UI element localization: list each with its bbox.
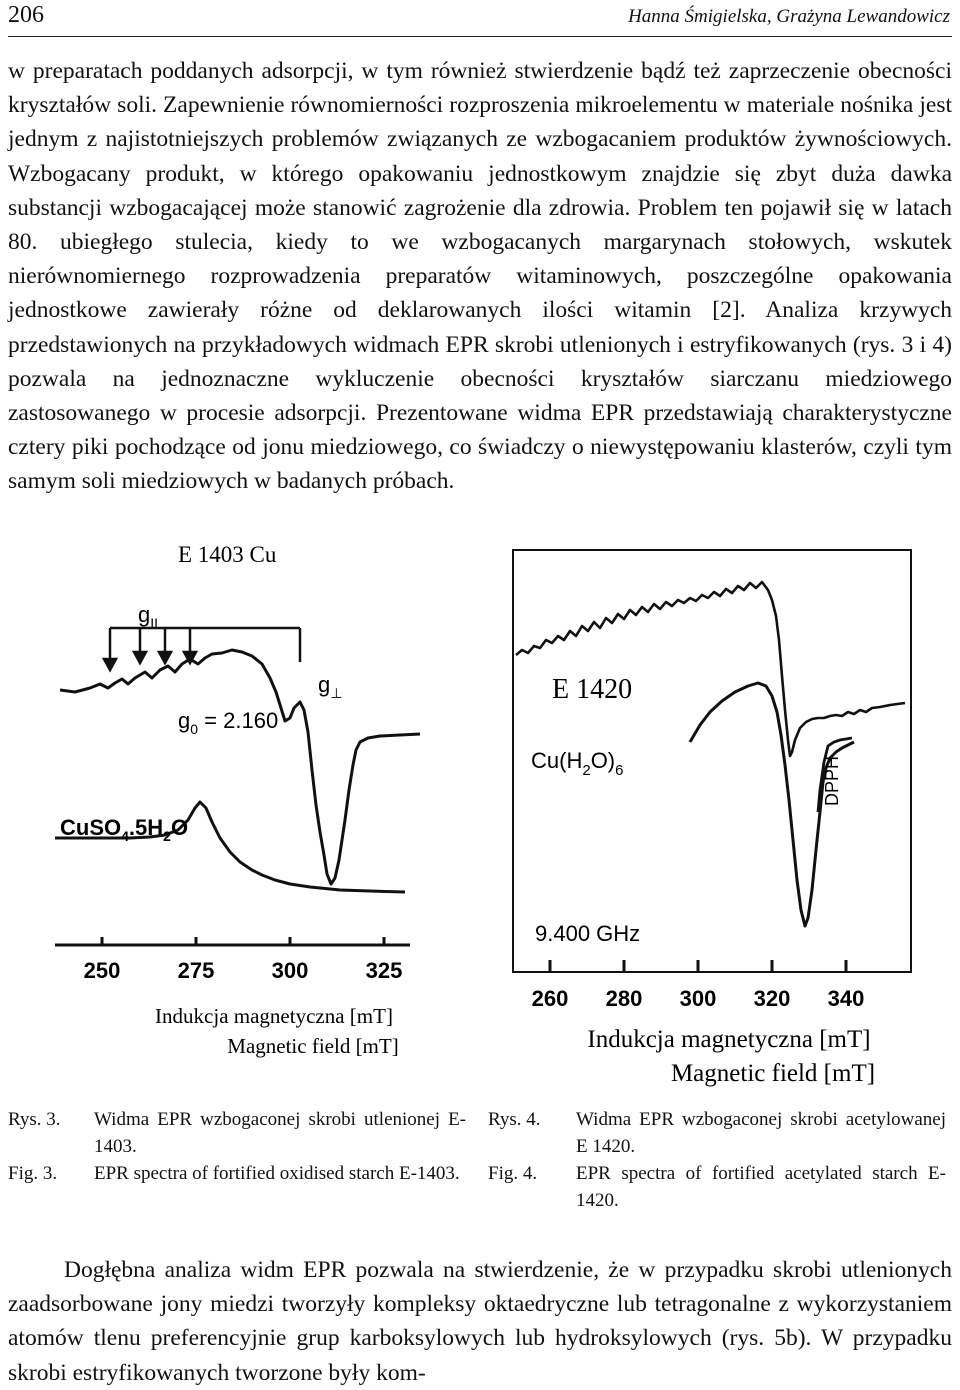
x-tick-label: 275 xyxy=(178,958,215,983)
spectrum-trace-reference xyxy=(688,681,855,928)
complex-label: Cu(H2O)6 xyxy=(531,748,623,779)
body-paragraph-top: w preparatach poddanych adsorpcji, w tym… xyxy=(8,58,952,495)
x-tick-label: 250 xyxy=(84,958,121,983)
figure-3-xlabel-pl: Indukcja magnetyczna [mT] xyxy=(155,1004,393,1028)
running-head: Hanna Śmigielska, Grażyna Lewandowicz xyxy=(628,6,950,27)
x-tick-label: 260 xyxy=(532,986,569,1011)
hyperfine-markers xyxy=(101,626,302,673)
g-parallel-label: gII xyxy=(138,602,158,631)
spectrum-trace-sample xyxy=(515,580,906,758)
reference-label: CuSO4.5H2O xyxy=(60,815,188,844)
x-tick-label: 280 xyxy=(606,986,643,1011)
figure-4-title: E 1420 xyxy=(552,674,632,705)
figure-3-xlabel-en: Magnetic field [mT] xyxy=(227,1034,398,1058)
caption-figure-4: Rys. 4. Widma EPR wzbogaconej skrobi ace… xyxy=(488,1106,946,1214)
figure-3-title: E 1403 Cu xyxy=(178,542,277,567)
caption-3-rys-text: Widma EPR wzbogaconej skrobi utlenionej … xyxy=(94,1109,466,1157)
caption-4-rys-text: Widma EPR wzbogaconej skrobi acetylowane… xyxy=(576,1109,946,1157)
page-header: 206 Hanna Śmigielska, Grażyna Lewandowic… xyxy=(8,0,952,37)
frequency-label: 9.400 GHz xyxy=(535,921,640,946)
dpph-label: DPPH xyxy=(822,756,842,806)
spectrum-trace-dpph xyxy=(816,736,853,813)
figure-3-tick-labels: 250 275 300 325 xyxy=(84,958,403,983)
spectrum-trace-reference xyxy=(55,800,406,894)
x-tick-label: 300 xyxy=(272,958,309,983)
caption-4-fig-text: EPR spectra of fortified acetylated star… xyxy=(576,1163,946,1211)
figure-4-ticks xyxy=(548,960,848,972)
g-perpendicular-label: g⊥ xyxy=(318,672,342,701)
x-tick-label: 300 xyxy=(680,986,717,1011)
g0-label: g0 = 2.160 xyxy=(178,708,278,737)
x-tick-label: 325 xyxy=(366,958,403,983)
page-number: 206 xyxy=(8,2,44,28)
figure-4-tick-labels: 260 280 300 320 340 xyxy=(532,986,865,1011)
caption-figure-3: Rys. 3. Widma EPR wzbogaconej skrobi utl… xyxy=(8,1106,466,1187)
x-tick-label: 320 xyxy=(754,986,791,1011)
body-paragraph-bottom: Dogłębna analiza widm EPR pozwala na stw… xyxy=(8,1257,952,1386)
caption-3-fig-label: Fig. 3. xyxy=(8,1163,58,1184)
x-tick-label: 340 xyxy=(828,986,865,1011)
figure-3-ticks xyxy=(100,937,386,945)
caption-4-rys-label: Rys. 4. xyxy=(488,1109,541,1130)
figure-4-xlabel-en: Magnetic field [mT] xyxy=(671,1060,875,1087)
caption-4-fig-label: Fig. 4. xyxy=(488,1163,538,1184)
figure-4: E 1420 Cu(H2O)6 DPPH 9.400 GHz 260 280 300… xyxy=(480,530,952,1090)
figure-3-plot: E 1403 Cu gII g⊥ g0 = 2.160 CuSO4.5H2O 2… xyxy=(55,542,421,1058)
spectrum-trace-sample xyxy=(59,648,421,886)
caption-3-fig-text: EPR spectra of fortified oxidised starch… xyxy=(94,1163,460,1184)
caption-3-rys-label: Rys. 3. xyxy=(8,1109,61,1130)
figure-4-plot: E 1420 Cu(H2O)6 DPPH 9.400 GHz 260 280 300… xyxy=(512,549,912,1087)
figure-4-frame xyxy=(512,549,912,973)
figure-4-xlabel-pl: Indukcja magnetyczna [mT] xyxy=(587,1026,870,1053)
figure-3: E 1403 Cu gII g⊥ g0 = 2.160 CuSO4.5H2O 2… xyxy=(0,530,480,1070)
